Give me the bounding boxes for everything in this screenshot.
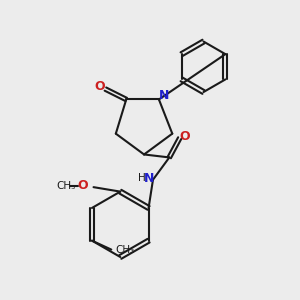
Text: O: O [95,80,105,93]
Text: N: N [159,89,169,102]
Text: N: N [144,172,154,185]
Text: O: O [77,179,88,192]
Text: CH₃: CH₃ [115,244,134,255]
Text: H: H [138,173,146,183]
Text: O: O [180,130,190,143]
Text: CH₃: CH₃ [56,181,76,191]
